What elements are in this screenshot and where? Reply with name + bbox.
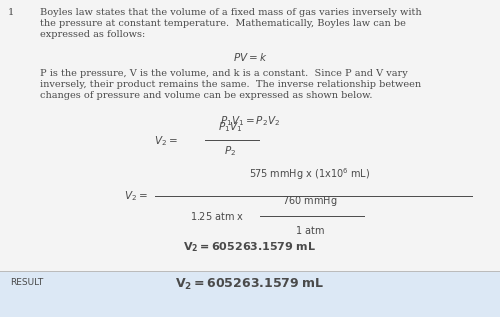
Text: the pressure at constant temperature.  Mathematically, Boyles law can be: the pressure at constant temperature. Ma… (40, 19, 406, 28)
Text: $V_2 = $: $V_2 = $ (154, 134, 178, 148)
Text: $575 \text{ mmHg x } (1\text{x}10^{6}\text{ mL})$: $575 \text{ mmHg x } (1\text{x}10^{6}\te… (250, 166, 370, 182)
Text: $1 \text{ atm}$: $1 \text{ atm}$ (295, 224, 325, 236)
Text: $P_1V_1$: $P_1V_1$ (218, 120, 242, 134)
Text: $760 \text{ mmHg}$: $760 \text{ mmHg}$ (282, 194, 338, 208)
Text: $1.25 \text{ atm x}$: $1.25 \text{ atm x}$ (190, 210, 244, 222)
Text: $P_2$: $P_2$ (224, 144, 236, 158)
Text: RESULT: RESULT (10, 278, 43, 287)
Text: P is the pressure, V is the volume, and k is a constant.  Since P and V vary: P is the pressure, V is the volume, and … (40, 69, 408, 78)
Text: changes of pressure and volume can be expressed as shown below.: changes of pressure and volume can be ex… (40, 91, 372, 100)
Text: 1: 1 (8, 8, 14, 17)
Text: Boyles law states that the volume of a fixed mass of gas varies inversely with: Boyles law states that the volume of a f… (40, 8, 422, 17)
Text: $\mathbf{V_2 = 605263.1579 \ mL}$: $\mathbf{V_2 = 605263.1579 \ mL}$ (184, 240, 316, 254)
Text: $PV = k$: $PV = k$ (233, 51, 267, 63)
Text: $P_1V_1 = P_2V_2$: $P_1V_1 = P_2V_2$ (220, 114, 280, 128)
Text: $V_2 = $: $V_2 = $ (124, 189, 148, 203)
Text: inversely, their product remains the same.  The inverse relationship between: inversely, their product remains the sam… (40, 80, 421, 89)
Text: $\mathbf{V_2 = 605263.1579 \ mL}$: $\mathbf{V_2 = 605263.1579 \ mL}$ (175, 277, 325, 292)
Text: expressed as follows:: expressed as follows: (40, 30, 145, 39)
